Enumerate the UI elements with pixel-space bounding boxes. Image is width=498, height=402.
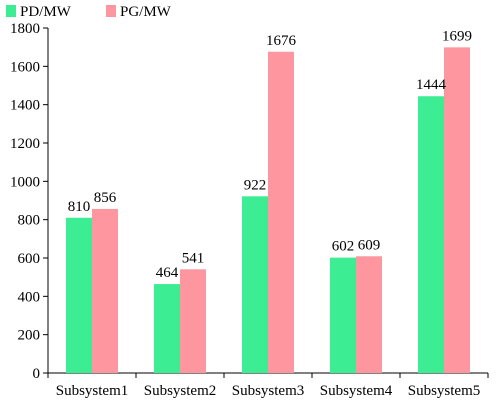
bar-pd-mw-subsystem5 <box>418 96 444 373</box>
data-label: 810 <box>68 199 91 215</box>
bar-pg-mw-subsystem1 <box>92 208 118 373</box>
y-tick-label: 1000 <box>10 174 40 190</box>
y-tick-label: 600 <box>18 251 41 267</box>
bar-series <box>66 47 470 374</box>
legend-label: PG/MW <box>120 4 172 20</box>
data-label: 609 <box>358 237 381 253</box>
x-category-label: Subsystem3 <box>232 383 305 399</box>
x-axis: Subsystem1 Subsystem2 Subsystem3 Subsystem4… <box>47 372 489 399</box>
y-tick-label: 1800 <box>10 21 40 37</box>
data-label: 602 <box>332 239 355 255</box>
x-category-label: Subsystem5 <box>408 383 481 399</box>
y-tick-label: 1600 <box>10 59 40 75</box>
data-label: 1676 <box>266 33 297 49</box>
bar-pg-mw-subsystem2 <box>180 269 206 373</box>
y-tick-label: 800 <box>18 213 41 229</box>
x-category-label: Subsystem4 <box>320 383 393 399</box>
chart-legend: PD/MW PG/MW <box>6 4 172 20</box>
y-tick-label: 1400 <box>10 98 40 114</box>
bar-pd-mw-subsystem4 <box>330 257 356 373</box>
bar-pd-mw-subsystem1 <box>66 217 92 373</box>
legend-swatch <box>106 5 116 17</box>
y-tick-label: 400 <box>18 289 41 305</box>
y-tick-label: 200 <box>18 328 41 344</box>
y-axis: 0 200 400 600 800 1000 1200 1400 1600 1800 <box>10 21 49 382</box>
data-label: 856 <box>94 190 117 206</box>
bar-pd-mw-subsystem2 <box>154 284 180 373</box>
bar-pg-mw-subsystem5 <box>444 47 470 373</box>
y-tick-label: 0 <box>33 366 41 382</box>
data-label: 922 <box>244 177 267 193</box>
data-label: 464 <box>156 265 179 281</box>
data-label: 541 <box>182 250 205 266</box>
bar-pg-mw-subsystem4 <box>356 256 382 373</box>
bar-pd-mw-subsystem3 <box>242 196 268 373</box>
legend-swatch <box>6 5 16 17</box>
x-category-label: Subsystem1 <box>56 383 129 399</box>
y-tick-label: 1200 <box>10 136 40 152</box>
data-label: 1699 <box>442 28 472 44</box>
bar-pg-mw-subsystem3 <box>268 51 294 374</box>
legend-label: PD/MW <box>20 4 72 20</box>
data-label: 1444 <box>416 77 447 93</box>
x-category-label: Subsystem2 <box>144 383 217 399</box>
